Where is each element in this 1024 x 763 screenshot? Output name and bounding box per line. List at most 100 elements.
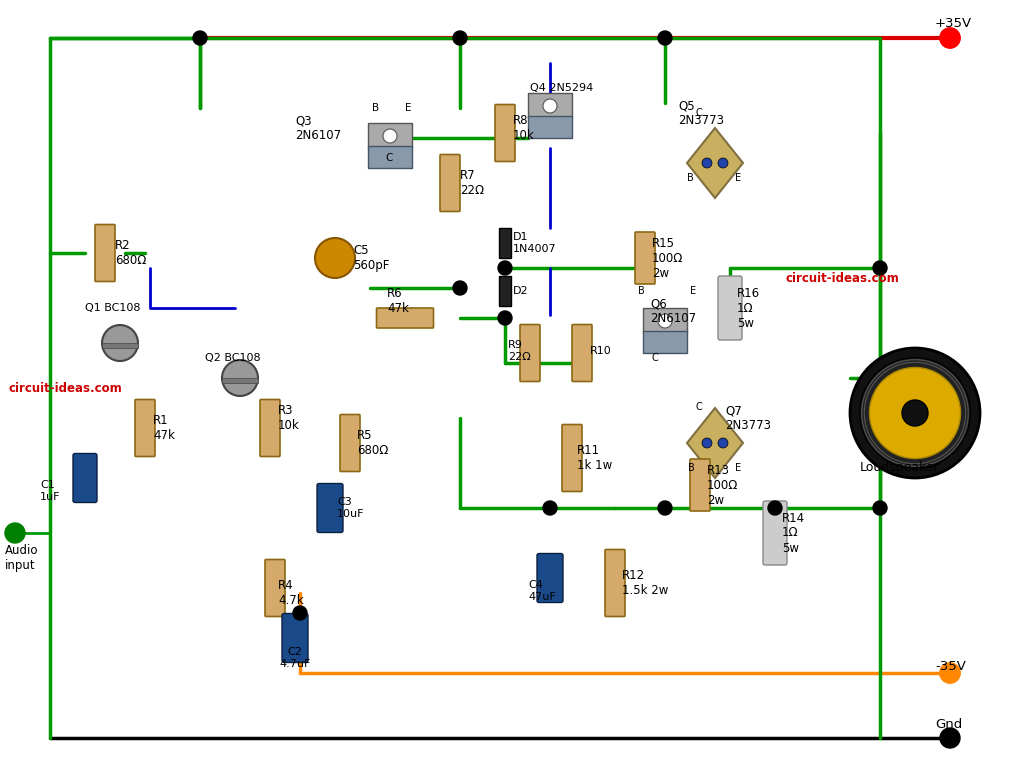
Text: R8
10k: R8 10k <box>513 114 535 142</box>
Circle shape <box>718 438 728 448</box>
Text: circuit-ideas.com: circuit-ideas.com <box>8 382 122 394</box>
Text: R5
680Ω: R5 680Ω <box>357 429 388 457</box>
Circle shape <box>543 99 557 113</box>
Text: Q7
2N3773: Q7 2N3773 <box>725 404 771 432</box>
Text: R4
4.7k: R4 4.7k <box>278 579 304 607</box>
Text: B: B <box>688 463 694 473</box>
Circle shape <box>718 158 728 168</box>
Text: C: C <box>385 153 392 163</box>
Circle shape <box>940 663 961 683</box>
Text: R9
22Ω: R9 22Ω <box>508 340 530 362</box>
Circle shape <box>193 31 207 45</box>
Circle shape <box>8 526 22 540</box>
Circle shape <box>222 360 258 396</box>
Bar <box>643 308 687 333</box>
Text: E: E <box>735 173 741 183</box>
Circle shape <box>658 501 672 515</box>
FancyBboxPatch shape <box>73 453 97 503</box>
Text: C: C <box>695 402 701 412</box>
Text: R3
10k: R3 10k <box>278 404 300 432</box>
Circle shape <box>498 261 512 275</box>
Polygon shape <box>687 408 743 478</box>
Circle shape <box>940 28 961 48</box>
Text: B: B <box>687 173 693 183</box>
Circle shape <box>383 129 397 143</box>
Circle shape <box>498 311 512 325</box>
Circle shape <box>869 368 961 459</box>
Bar <box>499 228 511 258</box>
Text: Q5
2N3773: Q5 2N3773 <box>678 99 724 127</box>
Text: C2
4.7uF: C2 4.7uF <box>280 647 310 669</box>
Text: E: E <box>690 286 696 296</box>
FancyBboxPatch shape <box>718 276 742 340</box>
Bar <box>368 123 412 148</box>
Text: R6
47k: R6 47k <box>387 287 409 315</box>
Circle shape <box>850 348 980 478</box>
Text: R16
1Ω
5w: R16 1Ω 5w <box>737 286 760 330</box>
Text: Q1 BC108: Q1 BC108 <box>85 303 140 313</box>
Circle shape <box>940 728 961 748</box>
Circle shape <box>543 501 557 515</box>
Text: R13
100Ω
2w: R13 100Ω 2w <box>707 463 738 507</box>
Circle shape <box>873 261 887 275</box>
Bar <box>528 116 572 138</box>
Circle shape <box>702 158 712 168</box>
Text: Q6
2N6107: Q6 2N6107 <box>650 297 696 325</box>
Text: Gnd: Gnd <box>935 719 963 732</box>
Text: C4
47uF: C4 47uF <box>528 580 556 602</box>
Text: C: C <box>652 353 658 363</box>
FancyBboxPatch shape <box>340 414 360 472</box>
FancyBboxPatch shape <box>260 400 280 456</box>
Text: circuit-ideas.com: circuit-ideas.com <box>785 272 899 285</box>
Text: D1
1N4007: D1 1N4007 <box>513 232 557 254</box>
Circle shape <box>315 238 355 278</box>
Circle shape <box>942 730 958 746</box>
Circle shape <box>102 325 138 361</box>
Text: E: E <box>406 103 412 113</box>
FancyBboxPatch shape <box>317 484 343 533</box>
Circle shape <box>453 31 467 45</box>
Text: R7
22Ω: R7 22Ω <box>460 169 484 197</box>
Circle shape <box>860 358 971 468</box>
Circle shape <box>453 281 467 295</box>
FancyBboxPatch shape <box>605 549 625 617</box>
Text: C1
1uF: C1 1uF <box>40 480 60 502</box>
Text: Q2 BC108: Q2 BC108 <box>205 353 261 363</box>
Text: C: C <box>695 108 701 118</box>
Text: B: B <box>372 103 379 113</box>
Text: Q3
2N6107: Q3 2N6107 <box>295 114 341 142</box>
FancyBboxPatch shape <box>265 559 285 617</box>
FancyBboxPatch shape <box>635 232 655 284</box>
FancyBboxPatch shape <box>95 224 115 282</box>
Circle shape <box>940 663 961 683</box>
Circle shape <box>873 501 887 515</box>
FancyBboxPatch shape <box>135 400 155 456</box>
Circle shape <box>293 606 307 620</box>
Bar <box>643 331 687 353</box>
Text: -35V: -35V <box>935 659 966 672</box>
FancyBboxPatch shape <box>690 459 710 511</box>
Text: C3
10uF: C3 10uF <box>337 497 365 519</box>
FancyBboxPatch shape <box>440 154 460 211</box>
Circle shape <box>902 400 928 426</box>
Text: +35V: +35V <box>935 17 972 30</box>
Bar <box>528 93 572 118</box>
Text: Loudspeaker: Loudspeaker <box>860 462 940 475</box>
Text: R10: R10 <box>590 346 611 356</box>
FancyBboxPatch shape <box>572 324 592 382</box>
Circle shape <box>5 523 25 543</box>
FancyBboxPatch shape <box>562 424 582 491</box>
Text: E: E <box>735 463 741 473</box>
Text: D2: D2 <box>513 286 528 296</box>
Text: R15
100Ω
2w: R15 100Ω 2w <box>652 237 683 279</box>
Bar <box>499 276 511 306</box>
FancyBboxPatch shape <box>282 613 308 662</box>
Text: R2
680Ω: R2 680Ω <box>115 239 146 267</box>
FancyBboxPatch shape <box>537 553 563 603</box>
Bar <box>102 343 138 348</box>
Text: Audio
input: Audio input <box>5 544 39 572</box>
Text: R1
47k: R1 47k <box>153 414 175 442</box>
Bar <box>222 378 258 383</box>
Circle shape <box>658 314 672 328</box>
Circle shape <box>940 28 961 48</box>
